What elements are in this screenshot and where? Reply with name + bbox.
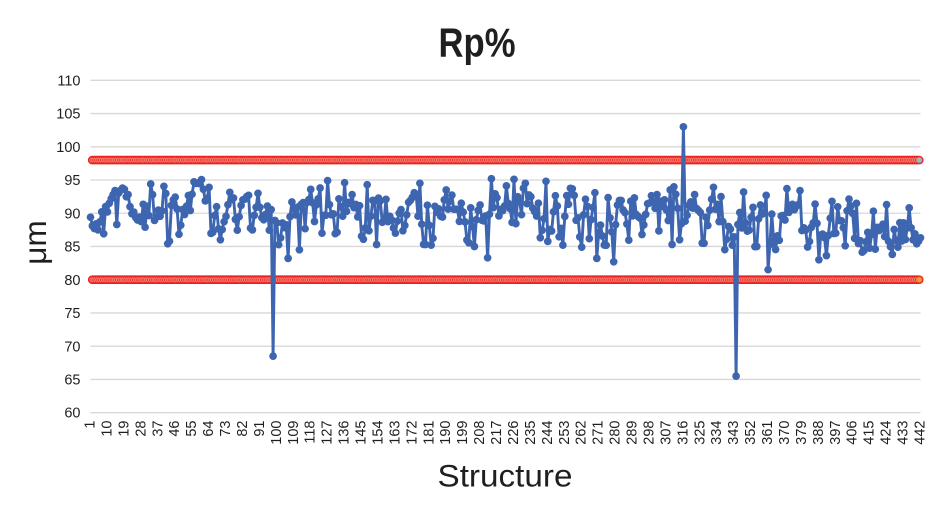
svg-text:424: 424 xyxy=(879,421,895,445)
svg-text:55: 55 xyxy=(184,421,200,437)
svg-text:352: 352 xyxy=(743,421,759,445)
svg-text:95: 95 xyxy=(64,173,80,189)
svg-text:91: 91 xyxy=(252,421,268,437)
svg-text:73: 73 xyxy=(218,421,234,437)
svg-text:46: 46 xyxy=(167,421,183,437)
svg-text:60: 60 xyxy=(64,406,80,422)
svg-text:172: 172 xyxy=(404,421,420,445)
svg-text:343: 343 xyxy=(726,421,742,445)
svg-text:199: 199 xyxy=(455,421,471,445)
svg-text:μm: μm xyxy=(17,220,53,264)
svg-text:118: 118 xyxy=(303,421,319,444)
svg-text:181: 181 xyxy=(421,421,437,445)
svg-text:70: 70 xyxy=(64,339,80,355)
svg-text:Structure: Structure xyxy=(438,458,573,494)
svg-text:370: 370 xyxy=(777,421,793,445)
svg-text:75: 75 xyxy=(64,306,80,322)
svg-text:253: 253 xyxy=(557,421,573,445)
svg-text:298: 298 xyxy=(641,421,657,445)
svg-text:127: 127 xyxy=(320,421,336,445)
svg-text:80: 80 xyxy=(64,273,80,289)
svg-text:105: 105 xyxy=(56,107,80,123)
svg-text:388: 388 xyxy=(811,421,827,445)
svg-text:Rp%: Rp% xyxy=(439,20,516,66)
svg-text:442: 442 xyxy=(913,421,929,445)
svg-text:307: 307 xyxy=(658,421,674,445)
svg-text:85: 85 xyxy=(64,240,80,256)
svg-text:90: 90 xyxy=(64,206,80,222)
svg-text:100: 100 xyxy=(56,140,80,156)
svg-text:397: 397 xyxy=(828,421,844,445)
svg-text:406: 406 xyxy=(845,421,861,445)
svg-text:226: 226 xyxy=(506,421,522,445)
svg-text:64: 64 xyxy=(201,421,217,437)
svg-text:1: 1 xyxy=(83,421,99,429)
svg-text:110: 110 xyxy=(57,73,80,89)
svg-text:289: 289 xyxy=(625,421,641,445)
svg-text:100: 100 xyxy=(269,421,285,445)
svg-text:19: 19 xyxy=(116,421,132,437)
svg-text:10: 10 xyxy=(99,421,115,437)
svg-text:109: 109 xyxy=(286,421,302,445)
svg-text:136: 136 xyxy=(337,421,353,445)
svg-text:280: 280 xyxy=(608,421,624,445)
svg-text:82: 82 xyxy=(235,421,251,437)
svg-text:217: 217 xyxy=(489,421,505,445)
svg-text:208: 208 xyxy=(472,421,488,445)
svg-text:154: 154 xyxy=(370,421,386,445)
svg-text:37: 37 xyxy=(150,421,166,437)
svg-text:415: 415 xyxy=(862,421,878,445)
svg-text:361: 361 xyxy=(760,421,776,445)
svg-text:65: 65 xyxy=(64,373,80,389)
svg-text:145: 145 xyxy=(354,421,370,445)
svg-text:316: 316 xyxy=(675,421,691,445)
svg-text:334: 334 xyxy=(709,421,725,445)
svg-text:325: 325 xyxy=(692,421,708,445)
svg-text:271: 271 xyxy=(591,421,607,445)
svg-text:28: 28 xyxy=(133,421,149,437)
svg-text:379: 379 xyxy=(794,421,810,445)
svg-text:163: 163 xyxy=(387,421,403,445)
svg-text:235: 235 xyxy=(523,421,539,445)
svg-text:190: 190 xyxy=(438,421,454,445)
svg-text:244: 244 xyxy=(540,421,556,445)
svg-text:262: 262 xyxy=(574,421,590,445)
svg-text:433: 433 xyxy=(896,421,912,445)
